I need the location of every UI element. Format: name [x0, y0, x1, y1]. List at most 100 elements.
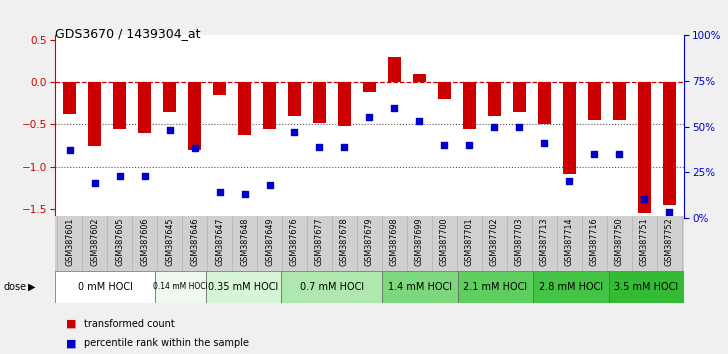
Point: [414, 118, 425, 124]
Text: GSM387751: GSM387751: [640, 218, 649, 266]
Point: [513, 124, 525, 130]
Bar: [432, 216, 457, 271]
Bar: [458, 271, 533, 303]
Bar: [533, 271, 609, 303]
Text: GSM387602: GSM387602: [90, 218, 99, 266]
Text: GDS3670 / 1439304_at: GDS3670 / 1439304_at: [55, 27, 200, 40]
Bar: [538, 82, 550, 125]
Text: GSM387648: GSM387648: [240, 218, 249, 266]
Text: 2.8 mM HOCl: 2.8 mM HOCl: [539, 282, 603, 292]
Point: [638, 197, 650, 202]
Bar: [414, 74, 426, 82]
Bar: [307, 216, 332, 271]
Point: [314, 144, 325, 149]
Text: ■: ■: [66, 338, 76, 348]
Bar: [55, 271, 155, 303]
Bar: [482, 216, 507, 271]
Bar: [282, 216, 307, 271]
Bar: [213, 82, 226, 95]
Text: GSM387606: GSM387606: [140, 218, 149, 266]
Text: GSM387703: GSM387703: [515, 218, 524, 266]
Point: [663, 210, 675, 215]
Bar: [357, 216, 382, 271]
Point: [289, 129, 301, 135]
Bar: [114, 82, 126, 129]
Point: [114, 173, 125, 179]
Bar: [407, 216, 432, 271]
Bar: [155, 271, 206, 303]
Point: [239, 191, 250, 197]
Text: GSM387702: GSM387702: [490, 218, 499, 266]
Text: dose: dose: [4, 282, 27, 292]
Bar: [607, 216, 632, 271]
Text: GSM387714: GSM387714: [565, 218, 574, 266]
Bar: [457, 216, 482, 271]
Bar: [507, 216, 532, 271]
Bar: [663, 82, 676, 205]
Text: 0.14 mM HOCl: 0.14 mM HOCl: [153, 282, 208, 291]
Point: [214, 189, 226, 195]
Bar: [588, 82, 601, 120]
Text: GSM387601: GSM387601: [65, 218, 74, 266]
Point: [614, 151, 625, 157]
Bar: [563, 82, 576, 173]
Text: GSM387646: GSM387646: [190, 218, 199, 266]
Bar: [157, 216, 182, 271]
Bar: [313, 82, 325, 123]
Bar: [82, 216, 107, 271]
Bar: [107, 216, 132, 271]
Bar: [632, 216, 657, 271]
Bar: [638, 82, 651, 213]
Text: percentile rank within the sample: percentile rank within the sample: [84, 338, 249, 348]
Bar: [363, 82, 376, 92]
Text: GSM387649: GSM387649: [265, 218, 274, 266]
Text: 0.35 mM HOCl: 0.35 mM HOCl: [208, 282, 279, 292]
Text: 0.7 mM HOCl: 0.7 mM HOCl: [300, 282, 364, 292]
Bar: [657, 216, 682, 271]
Bar: [382, 271, 458, 303]
Point: [64, 147, 76, 153]
Bar: [57, 216, 82, 271]
Bar: [132, 216, 157, 271]
Text: GSM387699: GSM387699: [415, 218, 424, 266]
Bar: [206, 271, 281, 303]
Point: [438, 142, 450, 148]
Bar: [609, 271, 684, 303]
Point: [164, 127, 175, 133]
Bar: [438, 82, 451, 99]
Bar: [281, 271, 382, 303]
Point: [264, 182, 275, 188]
Point: [363, 115, 376, 120]
Text: GSM387698: GSM387698: [390, 218, 399, 266]
Bar: [388, 57, 400, 82]
Text: 1.4 mM HOCl: 1.4 mM HOCl: [388, 282, 452, 292]
Text: GSM387676: GSM387676: [290, 218, 299, 266]
Bar: [163, 82, 175, 112]
Bar: [513, 82, 526, 112]
Text: GSM387750: GSM387750: [615, 218, 624, 266]
Point: [189, 145, 200, 151]
Bar: [182, 216, 207, 271]
Bar: [613, 82, 625, 120]
Text: GSM387645: GSM387645: [165, 218, 174, 266]
Bar: [63, 82, 76, 114]
Bar: [557, 216, 582, 271]
Text: 2.1 mM HOCl: 2.1 mM HOCl: [463, 282, 528, 292]
Bar: [232, 216, 257, 271]
Point: [539, 140, 550, 146]
Bar: [463, 82, 475, 129]
Bar: [382, 216, 407, 271]
Text: GSM387647: GSM387647: [215, 218, 224, 266]
Bar: [138, 82, 151, 133]
Point: [464, 142, 475, 148]
Text: GSM387713: GSM387713: [540, 218, 549, 266]
Text: GSM387679: GSM387679: [365, 218, 374, 266]
Text: GSM387605: GSM387605: [115, 218, 124, 266]
Text: GSM387701: GSM387701: [465, 218, 474, 266]
Point: [339, 144, 350, 149]
Point: [588, 151, 600, 157]
Text: transformed count: transformed count: [84, 319, 175, 329]
Text: 3.5 mM HOCl: 3.5 mM HOCl: [614, 282, 678, 292]
Bar: [88, 82, 101, 145]
Bar: [207, 216, 232, 271]
